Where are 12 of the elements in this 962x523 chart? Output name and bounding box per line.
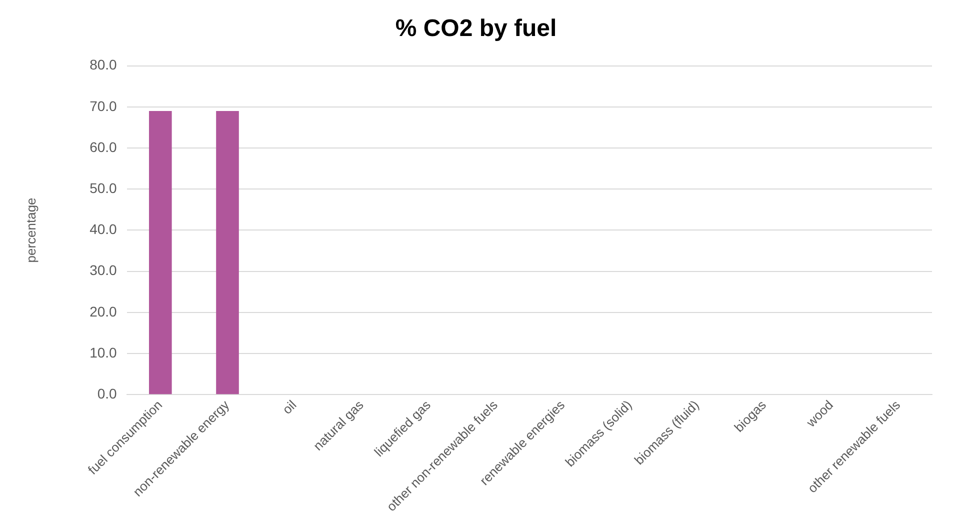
y-tick-label: 70.0 (90, 98, 118, 114)
chart-title: % CO2 by fuel (395, 15, 557, 42)
y-tick-label: 50.0 (90, 180, 118, 196)
y-tick-label: 20.0 (90, 303, 118, 320)
y-tick-label: 80.0 (90, 56, 118, 73)
y-tick-label: 60.0 (90, 138, 118, 155)
y-axis-title: percentage (23, 198, 38, 263)
y-tick-label: 10.0 (90, 344, 118, 360)
y-tick-label: 30.0 (90, 262, 118, 278)
y-tick-label: 40.0 (90, 221, 118, 238)
y-tick-label: 0.0 (97, 386, 118, 402)
x-tick-label: oil (279, 397, 300, 418)
